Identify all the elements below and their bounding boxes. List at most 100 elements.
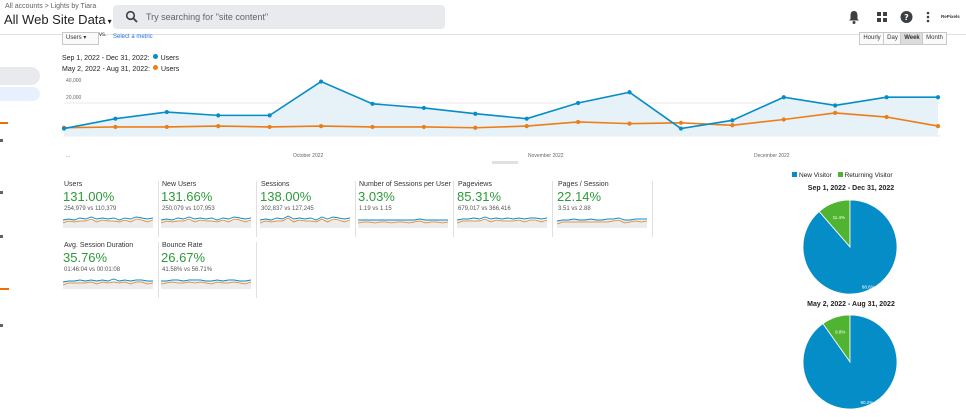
metric-compare: 1.19 vs 1.15 [359,206,392,212]
series-0-point[interactable] [935,95,941,100]
series-1-point[interactable] [627,121,632,126]
caret-down-icon: ▾ [107,17,112,26]
metric-tile-number-of-sessions-per-user[interactable]: Number of Sessions per User 3.03% 1.19 vs … [357,181,454,237]
series-1-point[interactable] [884,114,889,120]
metric-sparkline [358,218,448,228]
series-0-point[interactable] [678,126,684,131]
series-0-point[interactable] [781,95,786,100]
metric-sparkline [161,216,251,228]
series-0-point[interactable] [113,116,118,121]
sparkline-previous [63,218,153,224]
range-dot-previous [152,65,158,70]
series-area-current [64,81,938,136]
x-tick-label: ... [66,153,70,159]
sparkline-current [358,218,448,221]
help-icon[interactable]: ? [900,9,913,25]
metric-name: Users [64,181,83,188]
apps-grid-icon[interactable] [876,9,888,25]
sidebar-item-mark [0,235,3,238]
pie-slice-new-visitor[interactable] [802,199,898,295]
metric-change: 26.67% [161,250,206,265]
range-label-previous: May 2, 2022 - Aug 31, 2022: [62,66,150,73]
sidebar-item-selected[interactable] [0,87,40,101]
range-metric-current: Users [160,55,179,62]
metric-tile-avg-session-duration[interactable]: Avg. Session Duration 35.76% 01:46:04 vs 0… [62,242,159,298]
legend-swatch-returning [837,172,843,177]
sparkline-previous [161,281,251,285]
sparkline-bg [63,281,153,289]
sidebar-item-active[interactable] [0,67,40,85]
more-vert-icon[interactable] [925,9,931,25]
metric-tile-sessions[interactable]: Sessions 138.00% 302,837 vs 127,245 [259,181,356,237]
select-metric-link[interactable]: Select a metric [113,34,153,40]
metric-compare: 679,017 vs 366,416 [458,206,511,212]
series-0-point[interactable] [267,113,272,118]
series-1-point[interactable] [576,119,581,125]
series-0-point[interactable] [216,113,221,118]
sidebar-item-mark [0,139,3,142]
series-1-point[interactable] [164,124,169,130]
granularity-week-button[interactable]: Week [900,32,924,45]
legend-returning-visitor: Returning Visitor [844,172,893,179]
metric-name: Number of Sessions per User [359,181,451,188]
series-1-point[interactable] [781,117,786,122]
metric-tile-bounce-rate[interactable]: Bounce Rate 26.67% 41.58% vs 56.71% [160,242,257,298]
series-1-point[interactable] [730,123,735,128]
series-1-point[interactable] [935,124,941,129]
series-1-point[interactable] [318,124,324,129]
series-1-point[interactable] [473,125,478,130]
bell-icon[interactable] [848,9,860,25]
metric-tile-users[interactable]: Users 131.00% 254,979 vs 110,379 [62,181,159,237]
series-0-point[interactable] [524,116,529,121]
range-label-current: Sep 1, 2022 - Dec 31, 2022: [62,55,150,62]
metric-tile-pageviews[interactable]: Pageviews 85.31% 679,017 vs 366,416 [456,181,553,237]
series-1-point[interactable] [678,120,684,125]
main-content: Users ▾ vs. Select a metric Hourly Day Wee… [52,32,966,417]
series-0-point[interactable] [833,103,838,108]
series-0-point[interactable] [627,90,632,95]
series-1-point[interactable] [113,124,118,130]
series-1-point[interactable] [267,124,272,130]
sparkline-current [161,279,251,282]
search-bar[interactable]: Try searching for "site content" [113,5,445,29]
granularity-month-button[interactable]: Month [922,32,947,45]
series-1-point[interactable] [524,124,529,129]
series-0-point[interactable] [884,95,889,100]
metric-tile-pages-session[interactable]: Pages / Session 22.14% 3.51 vs 2.88 [556,181,653,237]
metric-change: 85.31% [457,189,502,204]
series-1-point[interactable] [833,110,838,115]
metric-name: New Users [162,181,197,188]
series-0-point[interactable] [164,109,169,115]
metric-select[interactable]: Users ▾ [62,32,99,45]
granularity-hourly-button[interactable]: Hourly [859,32,885,45]
sparkline-current [63,216,153,221]
x-tick-label: October 2022 [293,153,324,159]
metric-name: Bounce Rate [162,242,203,249]
series-0-point[interactable] [370,101,375,106]
series-0-point[interactable] [318,79,324,84]
series-0-point[interactable] [576,100,581,106]
metric-tile-new-users[interactable]: New Users 131.66% 250,079 vs 107,953 [160,181,257,237]
breadcrumb[interactable]: All accounts > Lights by Tiara [5,3,97,10]
sidebar-section-mark [0,288,9,290]
pie-slice-new-visitor[interactable] [802,314,898,410]
series-0-point[interactable] [61,126,67,131]
range-legend-current: Sep 1, 2022 - Dec 31, 2022: Users [62,54,179,62]
legend-swatch-new [792,172,797,177]
series-1-point[interactable] [421,124,426,130]
series-1-point[interactable] [216,124,221,129]
metric-name: Pageviews [458,181,492,188]
chart-resize-handle[interactable] [492,161,518,164]
series-0-point[interactable] [730,118,735,123]
series-0-point[interactable] [473,111,478,116]
pie-chart-previous: 9.8% 90.2% [802,314,898,410]
series-1-point[interactable] [370,124,375,130]
avatar[interactable]: RePixels [941,14,960,19]
metric-change: 131.66% [161,189,213,204]
series-0-point[interactable] [421,105,426,111]
account-selector[interactable]: All Web Site Data ▾ [4,12,112,27]
metric-compare: 3.51 vs 2.88 [558,206,591,212]
sparkline-bg [358,220,448,228]
metric-change: 35.76% [63,250,108,265]
granularity-day-button[interactable]: Day [883,32,902,45]
